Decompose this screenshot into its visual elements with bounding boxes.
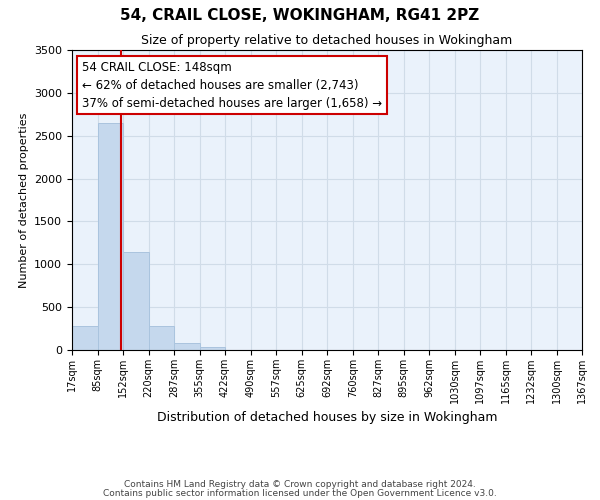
Text: Contains public sector information licensed under the Open Government Licence v3: Contains public sector information licen… xyxy=(103,488,497,498)
Title: Size of property relative to detached houses in Wokingham: Size of property relative to detached ho… xyxy=(142,34,512,48)
Text: Contains HM Land Registry data © Crown copyright and database right 2024.: Contains HM Land Registry data © Crown c… xyxy=(124,480,476,489)
Bar xyxy=(123,252,149,350)
Bar xyxy=(72,326,98,350)
X-axis label: Distribution of detached houses by size in Wokingham: Distribution of detached houses by size … xyxy=(157,412,497,424)
Bar xyxy=(174,343,200,350)
Text: 54, CRAIL CLOSE, WOKINGHAM, RG41 2PZ: 54, CRAIL CLOSE, WOKINGHAM, RG41 2PZ xyxy=(121,8,479,22)
Bar xyxy=(98,123,123,350)
Text: 54 CRAIL CLOSE: 148sqm
← 62% of detached houses are smaller (2,743)
37% of semi-: 54 CRAIL CLOSE: 148sqm ← 62% of detached… xyxy=(82,60,382,110)
Bar xyxy=(149,326,174,350)
Bar xyxy=(200,348,225,350)
Y-axis label: Number of detached properties: Number of detached properties xyxy=(19,112,29,288)
